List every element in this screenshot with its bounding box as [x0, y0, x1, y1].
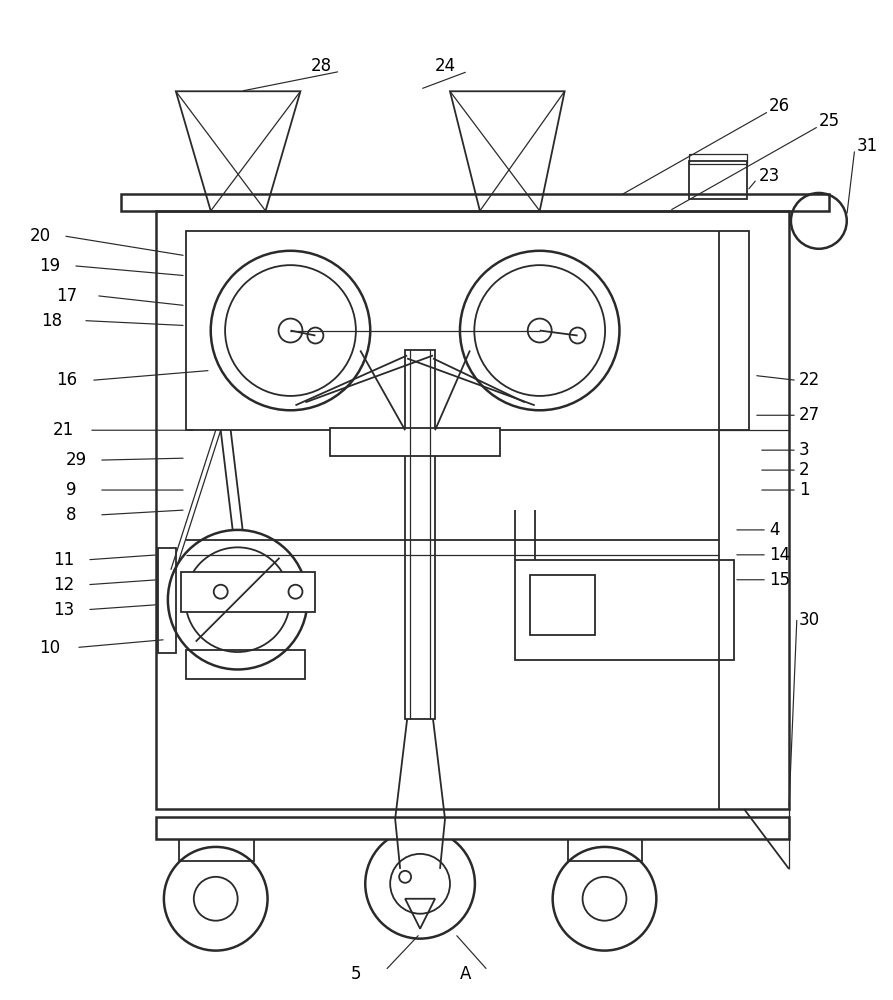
Text: 12: 12	[54, 576, 74, 594]
Text: 21: 21	[54, 421, 74, 439]
Text: 28: 28	[311, 57, 331, 75]
Text: 30: 30	[799, 611, 820, 629]
Bar	[158, 548, 176, 653]
Bar	[514, 560, 734, 660]
Bar	[530, 575, 595, 635]
Text: 27: 27	[799, 406, 820, 424]
Text: 5: 5	[350, 965, 361, 983]
Text: A: A	[460, 965, 472, 983]
Bar	[186, 650, 305, 679]
Text: 13: 13	[54, 601, 74, 619]
Text: 31: 31	[856, 137, 878, 155]
Bar	[689, 161, 747, 199]
Text: 20: 20	[29, 227, 50, 245]
Bar	[121, 194, 829, 211]
Text: 25: 25	[819, 112, 840, 130]
Text: 4: 4	[769, 521, 780, 539]
Text: 3: 3	[799, 441, 810, 459]
Bar	[179, 839, 254, 861]
Text: 23: 23	[759, 167, 780, 185]
Bar	[689, 154, 747, 164]
Text: 16: 16	[56, 371, 78, 389]
Text: 26: 26	[769, 97, 790, 115]
Bar	[568, 839, 642, 861]
Bar	[405, 350, 435, 719]
Text: 22: 22	[799, 371, 820, 389]
Bar	[156, 211, 789, 809]
Text: 18: 18	[41, 312, 63, 330]
Bar	[180, 572, 315, 612]
Text: 10: 10	[39, 639, 61, 657]
Text: 14: 14	[769, 546, 790, 564]
Bar	[156, 817, 789, 839]
Text: 8: 8	[66, 506, 77, 524]
Bar	[186, 231, 749, 430]
Text: 11: 11	[54, 551, 74, 569]
Text: 29: 29	[66, 451, 88, 469]
Bar	[330, 428, 500, 456]
Text: 24: 24	[435, 57, 456, 75]
Text: 1: 1	[799, 481, 810, 499]
Text: 2: 2	[799, 461, 810, 479]
Text: 17: 17	[56, 287, 78, 305]
Text: 15: 15	[769, 571, 790, 589]
Text: 9: 9	[66, 481, 77, 499]
Text: 19: 19	[39, 257, 61, 275]
